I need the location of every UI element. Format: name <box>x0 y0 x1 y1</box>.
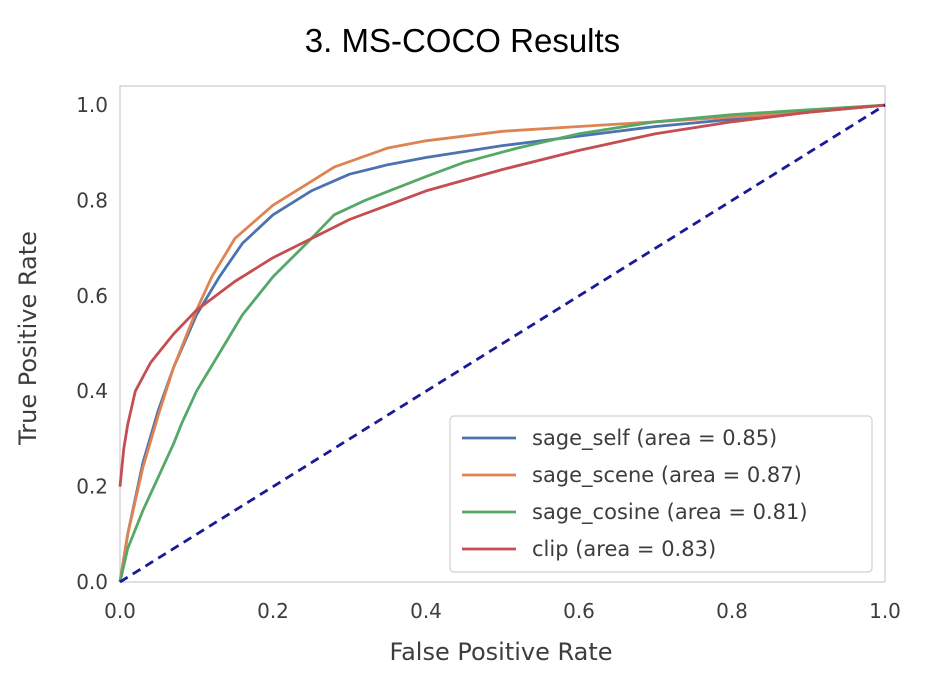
series-line-0 <box>118 103 886 583</box>
series-layer <box>118 103 886 584</box>
x-tick-label-1: 0.2 <box>257 599 289 623</box>
legend: sage_self (area = 0.85) sage_scene (area … <box>449 415 873 573</box>
diagonal-reference-line <box>119 103 886 584</box>
x-tick-label-0: 0.0 <box>104 599 136 623</box>
x-tick-label-4: 0.8 <box>716 599 748 623</box>
y-tick-label-1: 0.2 <box>76 475 108 499</box>
x-axis-label: False Positive Rate <box>389 638 612 666</box>
x-tick-label-5: 1.0 <box>869 599 901 623</box>
tick-layer: 0.0 0.2 0.4 0.6 0.8 1.0 0.0 0.2 0.4 0.6 0.8 1.0 <box>76 93 901 623</box>
y-tick-label-2: 0.4 <box>76 379 108 403</box>
chart-title: 3. MS-COCO Results <box>304 22 621 59</box>
y-tick-label-4: 0.8 <box>76 188 108 212</box>
x-tick-label-3: 0.6 <box>563 599 595 623</box>
y-axis-label: True Positive Rate <box>14 231 42 446</box>
legend-box <box>449 415 873 573</box>
legend-label-1: sage_scene (area = 0.87) <box>532 463 802 488</box>
y-tick-label-5: 1.0 <box>76 93 108 117</box>
x-tick-label-2: 0.4 <box>410 599 442 623</box>
y-tick-label-3: 0.6 <box>76 284 108 308</box>
legend-label-3: clip (area = 0.83) <box>532 537 716 561</box>
y-tick-label-0: 0.0 <box>76 570 108 594</box>
legend-label-0: sage_self (area = 0.85) <box>532 426 777 451</box>
series-line-3 <box>118 103 886 487</box>
legend-label-2: sage_cosine (area = 0.81) <box>532 500 808 525</box>
